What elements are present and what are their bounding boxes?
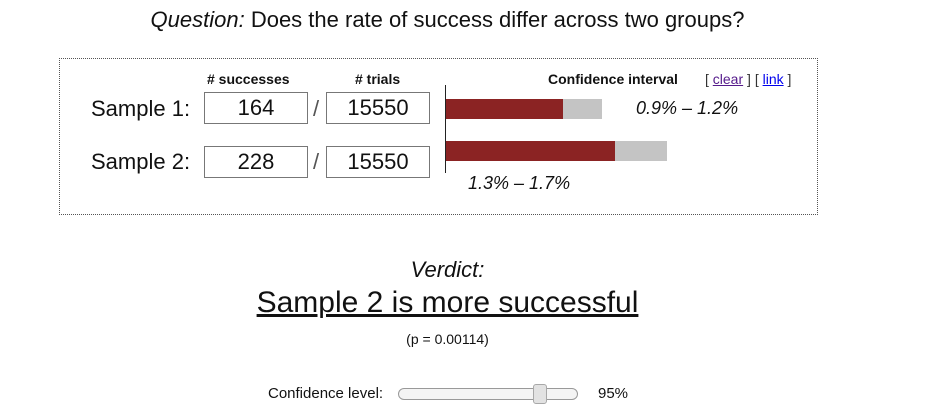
- bracket-close: ]: [747, 71, 751, 87]
- sample-1-trials-input[interactable]: [326, 92, 430, 124]
- sample-1-successes-input[interactable]: [204, 92, 308, 124]
- sample-2-ci-bar: [446, 141, 667, 161]
- sample-2-ci-text: 1.3% – 1.7%: [468, 173, 571, 193]
- bracket-open: [: [754, 71, 759, 87]
- ci-links: [ clear ] [ link ]: [705, 71, 791, 87]
- p-value: (p = 0.00114): [406, 331, 489, 347]
- sample-2-separator: /: [313, 149, 320, 174]
- input-panel: # successes # trials Confidence interval…: [59, 58, 818, 215]
- question-text: Does the rate of success differ across t…: [250, 7, 745, 32]
- clear-link[interactable]: clear: [712, 71, 744, 87]
- sample-1-ci-bar: [446, 99, 602, 119]
- sample-1-label: Sample 1:: [91, 96, 191, 121]
- bracket-close: ]: [787, 71, 792, 87]
- question-heading: Question: Does the rate of success diffe…: [0, 6, 895, 34]
- sample-2-label: Sample 2:: [91, 149, 191, 174]
- confidence-interval-header: Confidence interval: [548, 71, 678, 87]
- successes-column-header: # successes: [207, 71, 290, 87]
- verdict-label: Verdict:: [410, 257, 485, 282]
- sample-1-ci-text: 0.9% – 1.2%: [636, 98, 739, 118]
- sample-1-ci-bar-fill: [446, 99, 563, 119]
- confidence-level-slider[interactable]: [398, 388, 578, 400]
- confidence-level-label: Confidence level:: [268, 385, 384, 402]
- bracket-open: [: [705, 71, 709, 87]
- sample-1-separator: /: [313, 96, 320, 121]
- question-label: Question:: [150, 7, 245, 32]
- confidence-level-slider-thumb[interactable]: [532, 384, 547, 404]
- sample-2-ci-bar-fill: [446, 141, 615, 161]
- trials-column-header: # trials: [355, 71, 401, 87]
- sample-2-trials-input[interactable]: [326, 146, 430, 178]
- permalink-link[interactable]: link: [762, 71, 784, 87]
- verdict-text: Sample 2 is more successful: [256, 286, 639, 319]
- confidence-level-value: 95%: [598, 385, 629, 402]
- ci-axis-line: [445, 85, 446, 173]
- sample-2-successes-input[interactable]: [204, 146, 308, 178]
